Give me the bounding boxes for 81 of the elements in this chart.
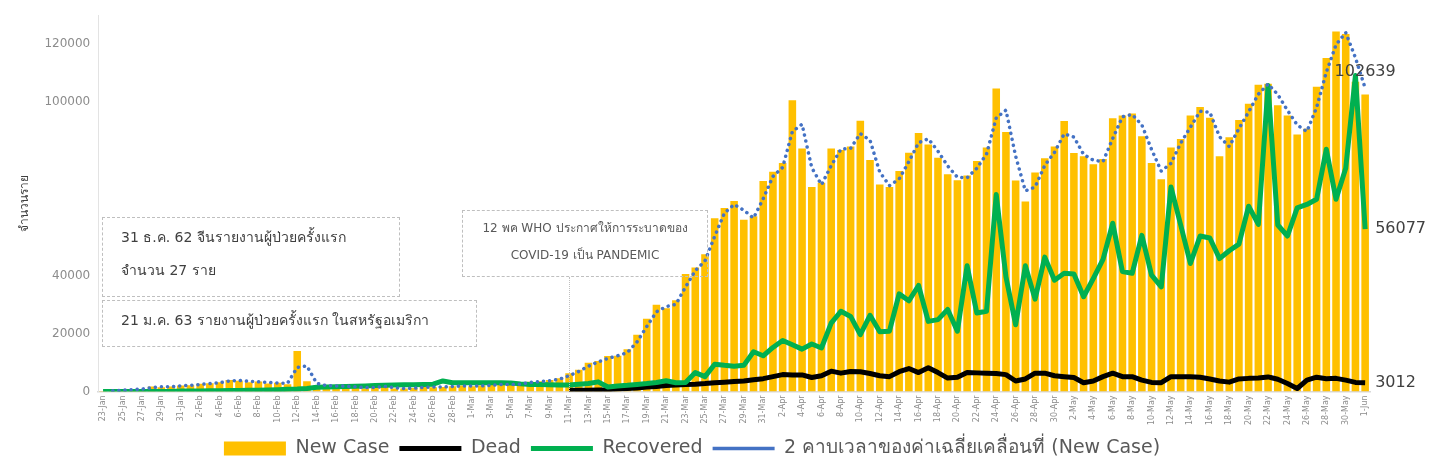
x-tick-label: 30-May (1340, 395, 1350, 425)
x-tick-label: 13-Mar (583, 394, 593, 424)
x-tick-label: 15-Mar (602, 394, 612, 424)
x-tick-label: 20-Apr (952, 394, 962, 423)
legend-label: 2 คาบเวลาของค่าเฉลี่ยเคลื่อนที่ (New Case) (784, 433, 1161, 458)
x-tick-label: 29-Jan (156, 395, 166, 422)
x-tick-label: 10-Apr (855, 394, 865, 423)
x-tick-label: 23-Mar (680, 394, 690, 424)
y-tick-label: 20000 (52, 325, 91, 340)
x-tick-label: 26-Apr (1010, 394, 1020, 423)
x-tick-label: 8-Apr (835, 394, 845, 418)
x-tick-label: 4-Feb (214, 395, 224, 418)
x-tick-label: 25-Mar (700, 394, 710, 424)
x-tick-label: 4-May (1088, 395, 1098, 420)
x-tick-label: 29-Mar (738, 394, 748, 424)
x-tick-label: 2-Apr (777, 394, 787, 418)
x-tick-label: 28-Feb (447, 395, 457, 423)
y-tick-label: 100000 (44, 94, 91, 109)
x-tick-label: 6-Feb (234, 395, 244, 418)
x-tick-label: 14-May (1185, 395, 1195, 425)
x-tick-label: 26-Feb (428, 395, 438, 423)
x-tick-label: 24-Feb (408, 395, 418, 423)
x-tick-label: 25-Jan (117, 395, 127, 422)
x-tick-label: 6-Apr (816, 394, 826, 418)
x-tick-label: 22-May (1263, 395, 1273, 425)
x-tick-label: 11-Mar (564, 394, 574, 424)
x-tick-label: 27-Jan (136, 395, 146, 422)
x-tick-label: 16-May (1204, 395, 1214, 425)
x-tick-label: 16-Feb (331, 395, 341, 423)
x-tick-label: 12-May (1166, 395, 1176, 425)
legend-label: Dead (470, 435, 521, 458)
x-tick-label: 10-May (1146, 395, 1156, 425)
x-tick-label: 14-Apr (894, 394, 904, 423)
x-tick-label: 28-May (1321, 395, 1331, 425)
x-tick-label: 12-Feb (292, 395, 302, 423)
x-tick-label: 10-Feb (272, 395, 282, 423)
x-tick-label: 3-Mar (486, 394, 496, 419)
y-axis-title: จำนวนราย (17, 174, 32, 232)
x-tick-label: 8-May (1127, 395, 1137, 420)
x-tick-label: 1-Mar (467, 394, 477, 419)
annotation: 12 พค WHO ประกาศให้การระบาดของ COVID-19 เป็น PANDEMIC (462, 210, 708, 277)
legend-label: New Case (295, 435, 390, 458)
x-tick-label: 22-Apr (971, 394, 981, 423)
x-tick-label: 20-Feb (369, 395, 379, 423)
x-tick-label: 18-Apr (933, 394, 943, 423)
x-tick-label: 9-Mar (544, 394, 554, 419)
x-tick-label: 22-Feb (389, 395, 399, 423)
y-tick-label: 40000 (52, 267, 91, 282)
x-tick-label: 5-Mar (505, 394, 515, 419)
text: 31 ธ.ค. 62 จีนรายงานผู้ป่วยครั้งแรก จำนวน 27 ราย (121, 229, 346, 278)
x-tick-label: 1-Jun (1360, 395, 1370, 417)
x-tick-label: 18-Feb (350, 395, 360, 423)
y-tick-label: 0 (82, 383, 91, 398)
x-tick-label: 19-Mar (641, 394, 651, 424)
x-tick-label: 6-May (1107, 395, 1117, 420)
x-tick-label: 24-Apr (991, 394, 1001, 423)
x-tick-label: 2-May (1068, 395, 1078, 420)
x-tick-label: 16-Apr (913, 394, 923, 423)
data-label: 56077 (1375, 218, 1427, 238)
x-tick-label: 28-Apr (1030, 394, 1040, 423)
x-tick-label: 2-Feb (195, 395, 205, 418)
x-tick-label: 18-May (1224, 395, 1234, 425)
x-tick-label: 14-Feb (311, 395, 321, 423)
x-tick-label: 31-Mar (758, 394, 768, 424)
x-tick-label: 30-Apr (1049, 394, 1059, 423)
x-tick-label: 8-Feb (253, 395, 263, 418)
y-tick-label: 120000 (44, 36, 91, 51)
x-tick-label: 21-Mar (661, 394, 671, 424)
data-label: 3012 (1375, 371, 1416, 391)
annotation: 21 ม.ค. 63 รายงานผู้ป่วยครั้งแรก ในสหรัฐอเมริกา (102, 300, 477, 347)
x-tick-label: 17-Mar (622, 394, 632, 424)
x-tick-label: 4-Apr (797, 394, 807, 418)
x-tick-label: 23-Jan (98, 395, 108, 422)
x-tick-label: 7-Mar (525, 394, 535, 419)
x-tick-label: 31-Jan (175, 395, 185, 422)
legend-label: Recovered (602, 435, 703, 458)
x-tick-label: 26-May (1301, 395, 1311, 425)
x-tick-label: 24-May (1282, 395, 1292, 425)
x-tick-label: 27-Mar (719, 394, 729, 424)
x-tick-label: 20-May (1243, 395, 1253, 425)
x-tick-label: 12-Apr (874, 394, 884, 423)
